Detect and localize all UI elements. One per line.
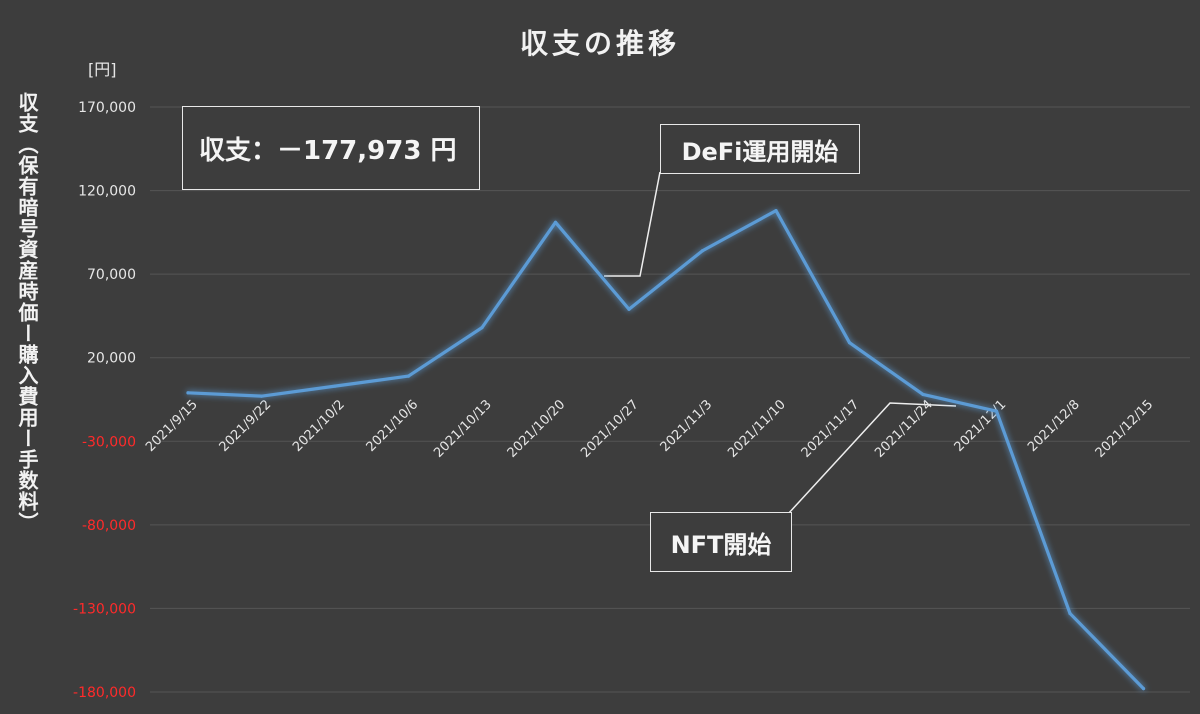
defi-leader-line [604, 171, 661, 277]
y-tick-label: 170,000 [78, 100, 136, 116]
y-unit-label: [円] [88, 60, 117, 79]
data-point [553, 220, 558, 224]
nft-leader-line [787, 402, 957, 515]
x-tick-label: 2021/10/27 [578, 397, 642, 461]
data-point [627, 307, 631, 311]
y-tick-label: -30,000 [82, 434, 136, 450]
data-point [1141, 687, 1146, 691]
x-tick-label: 2021/10/2 [290, 397, 348, 455]
x-tick-label: 2021/10/20 [505, 397, 569, 461]
nft-callout: NFT開始 [650, 512, 792, 572]
defi-callout-text: DeFi運用開始 [681, 137, 839, 166]
x-tick-label: 2021/11/10 [725, 397, 789, 461]
x-tick-label: 2021/9/22 [217, 397, 275, 455]
x-tick-label: 2021/11/24 [872, 397, 936, 461]
summary-callout-text: 収支：－177,973 円 [199, 135, 457, 166]
y-tick-label: -180,000 [73, 685, 136, 701]
y-tick-label: 120,000 [78, 184, 136, 200]
x-tick-label: 2021/9/15 [143, 397, 201, 455]
data-point [186, 391, 190, 395]
y-tick-label: -80,000 [82, 518, 136, 534]
data-point [1068, 611, 1072, 616]
nft-callout-text: NFT開始 [670, 530, 772, 559]
data-point [480, 326, 484, 330]
data-point [921, 392, 925, 397]
x-tick-label: 2021/12/8 [1025, 397, 1083, 455]
x-tick-label: 2021/10/6 [364, 397, 422, 455]
series-line [186, 209, 1146, 691]
x-tick-label: 2021/12/15 [1093, 397, 1157, 461]
y-tick-label: -130,000 [73, 601, 136, 617]
x-tick-label: 2021/10/13 [431, 397, 495, 461]
defi-callout: DeFi運用開始 [660, 124, 860, 174]
data-point [700, 249, 705, 253]
x-tick-label: 2021/11/3 [658, 397, 716, 455]
data-point [259, 394, 264, 398]
y-tick-label: 20,000 [87, 351, 136, 367]
y-tick-label: 70,000 [87, 267, 136, 283]
y-axis-label: 収支（保有暗号資産時価ー購入費用ー手数料） [15, 92, 39, 533]
summary-callout: 収支：－177,973 円 [182, 106, 480, 190]
data-point [333, 384, 337, 388]
data-point [994, 409, 999, 413]
data-point [406, 374, 411, 378]
chart-title: 収支の推移 [519, 27, 680, 60]
data-point [847, 341, 852, 345]
x-tick-label: 2021/11/17 [799, 397, 863, 461]
data-point [774, 209, 778, 213]
